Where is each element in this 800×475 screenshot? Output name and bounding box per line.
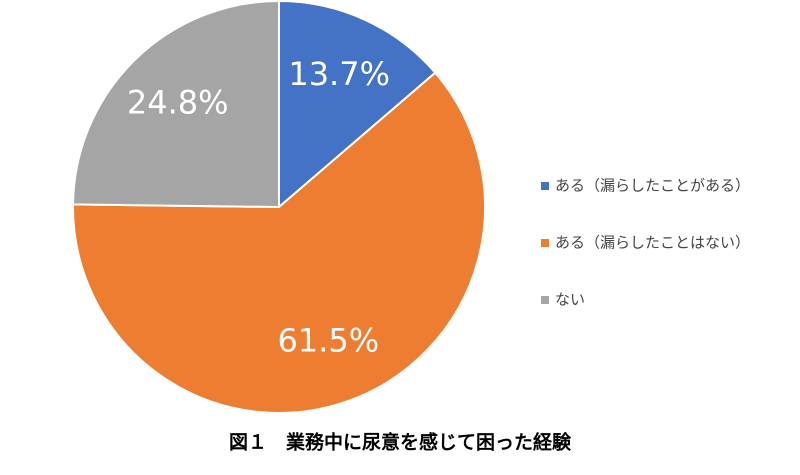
- legend-label: ない: [555, 291, 585, 309]
- value-label: 61.5%: [277, 322, 379, 360]
- pie-slice: [72, 71, 486, 414]
- legend-swatch: [541, 182, 549, 190]
- pie-slice: [72, 0, 280, 209]
- chart-title: 図１ 業務中に尿意を感じて困った経験: [229, 431, 572, 454]
- legend-label: ある（漏らしたことがある）: [555, 177, 750, 195]
- legend-swatch: [541, 296, 549, 304]
- value-label: 24.8%: [127, 83, 229, 121]
- pie-slice: [278, 0, 437, 210]
- legend-label: ある（漏らしたことはない）: [555, 234, 750, 252]
- value-label: 13.7%: [288, 55, 390, 93]
- legend-swatch: [541, 239, 549, 247]
